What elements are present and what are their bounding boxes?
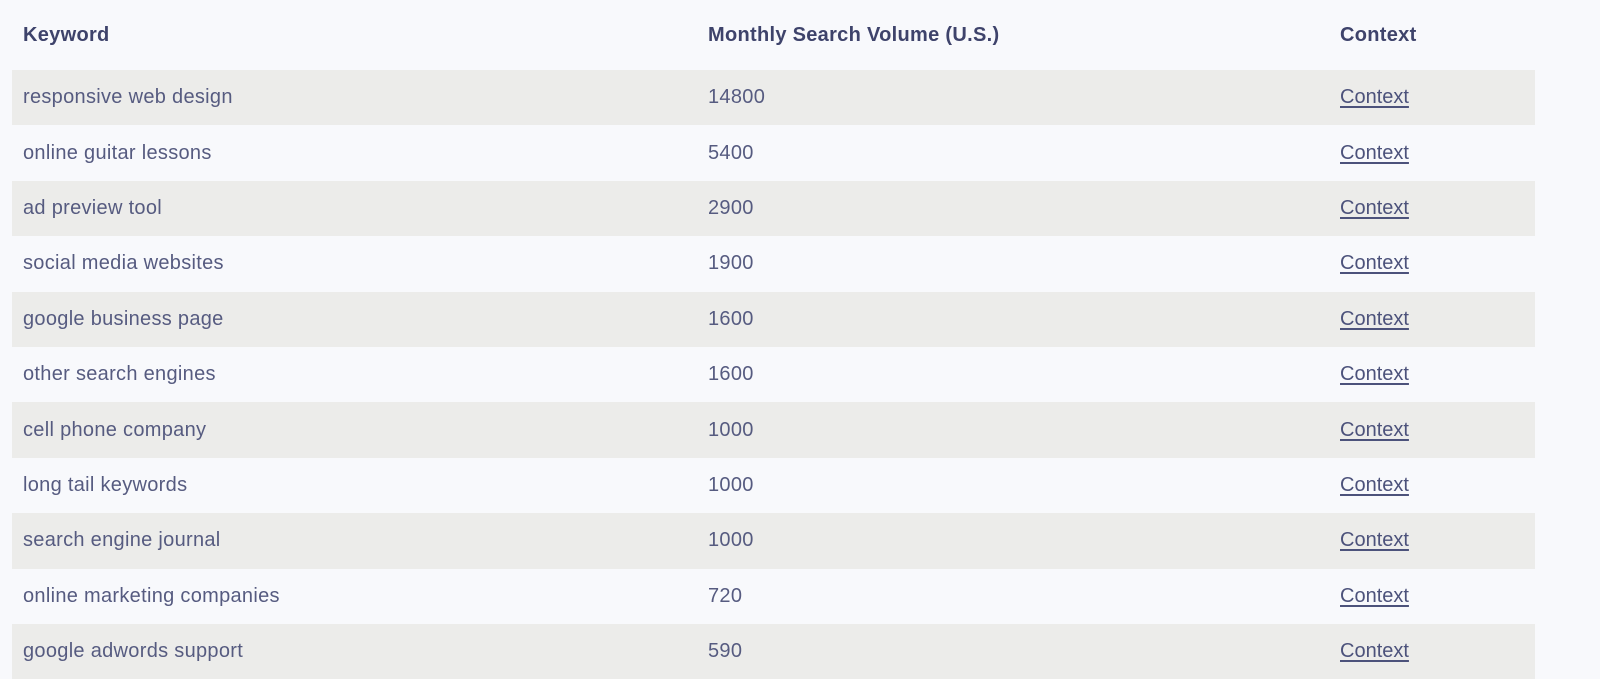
context-link[interactable]: Context xyxy=(1340,640,1409,663)
keyword-cell: online marketing companies xyxy=(23,584,280,607)
table-row: google adwords support 590 Context xyxy=(12,623,1535,679)
context-link[interactable]: Context xyxy=(1340,86,1409,109)
context-link[interactable]: Context xyxy=(1340,252,1409,275)
volume-cell: 720 xyxy=(708,584,743,607)
keyword-cell: other search engines xyxy=(23,363,216,386)
keyword-cell: cell phone company xyxy=(23,418,207,441)
keyword-cell: responsive web design xyxy=(23,86,233,109)
keyword-cell: long tail keywords xyxy=(23,473,188,496)
table-row: cell phone company 1000 Context xyxy=(12,402,1535,458)
context-link[interactable]: Context xyxy=(1340,307,1409,330)
context-link[interactable]: Context xyxy=(1340,418,1409,441)
keyword-table: Keyword Monthly Search Volume (U.S.) Con… xyxy=(12,0,1535,679)
context-link[interactable]: Context xyxy=(1340,529,1409,552)
table-row: online marketing companies 720 Context xyxy=(12,568,1535,624)
table-row: social media websites 1900 Context xyxy=(12,236,1535,292)
keyword-cell: online guitar lessons xyxy=(23,141,212,164)
volume-cell: 1000 xyxy=(708,529,754,552)
volume-cell: 1900 xyxy=(708,252,754,275)
table-row: responsive web design 14800 Context xyxy=(12,70,1535,126)
context-link[interactable]: Context xyxy=(1340,141,1409,164)
context-link[interactable]: Context xyxy=(1340,473,1409,496)
column-header-volume: Monthly Search Volume (U.S.) xyxy=(708,23,1000,46)
volume-cell: 1600 xyxy=(708,363,754,386)
keyword-cell: search engine journal xyxy=(23,529,221,552)
volume-cell: 590 xyxy=(708,640,743,663)
volume-cell: 2900 xyxy=(708,196,754,219)
table-header-row: Keyword Monthly Search Volume (U.S.) Con… xyxy=(12,0,1535,70)
keyword-cell: google adwords support xyxy=(23,640,244,663)
table-body: responsive web design 14800 Context onli… xyxy=(12,70,1535,679)
column-header-keyword: Keyword xyxy=(23,23,110,46)
table-row: other search engines 1600 Context xyxy=(12,346,1535,403)
table-row: ad preview tool 2900 Context xyxy=(12,180,1535,237)
volume-cell: 1000 xyxy=(708,473,754,496)
keyword-cell: ad preview tool xyxy=(23,196,163,219)
keyword-cell: google business page xyxy=(23,307,224,330)
volume-cell: 1000 xyxy=(708,418,754,441)
context-link[interactable]: Context xyxy=(1340,196,1409,219)
volume-cell: 5400 xyxy=(708,141,754,164)
table-row: google business page 1600 Context xyxy=(12,291,1535,347)
column-header-context: Context xyxy=(1340,23,1417,46)
table-row: long tail keywords 1000 Context xyxy=(12,457,1535,514)
context-link[interactable]: Context xyxy=(1340,363,1409,386)
keyword-cell: social media websites xyxy=(23,252,224,275)
volume-cell: 14800 xyxy=(708,86,766,109)
table-row: search engine journal 1000 Context xyxy=(12,513,1535,569)
context-link[interactable]: Context xyxy=(1340,584,1409,607)
table-row: online guitar lessons 5400 Context xyxy=(12,125,1535,181)
volume-cell: 1600 xyxy=(708,307,754,330)
